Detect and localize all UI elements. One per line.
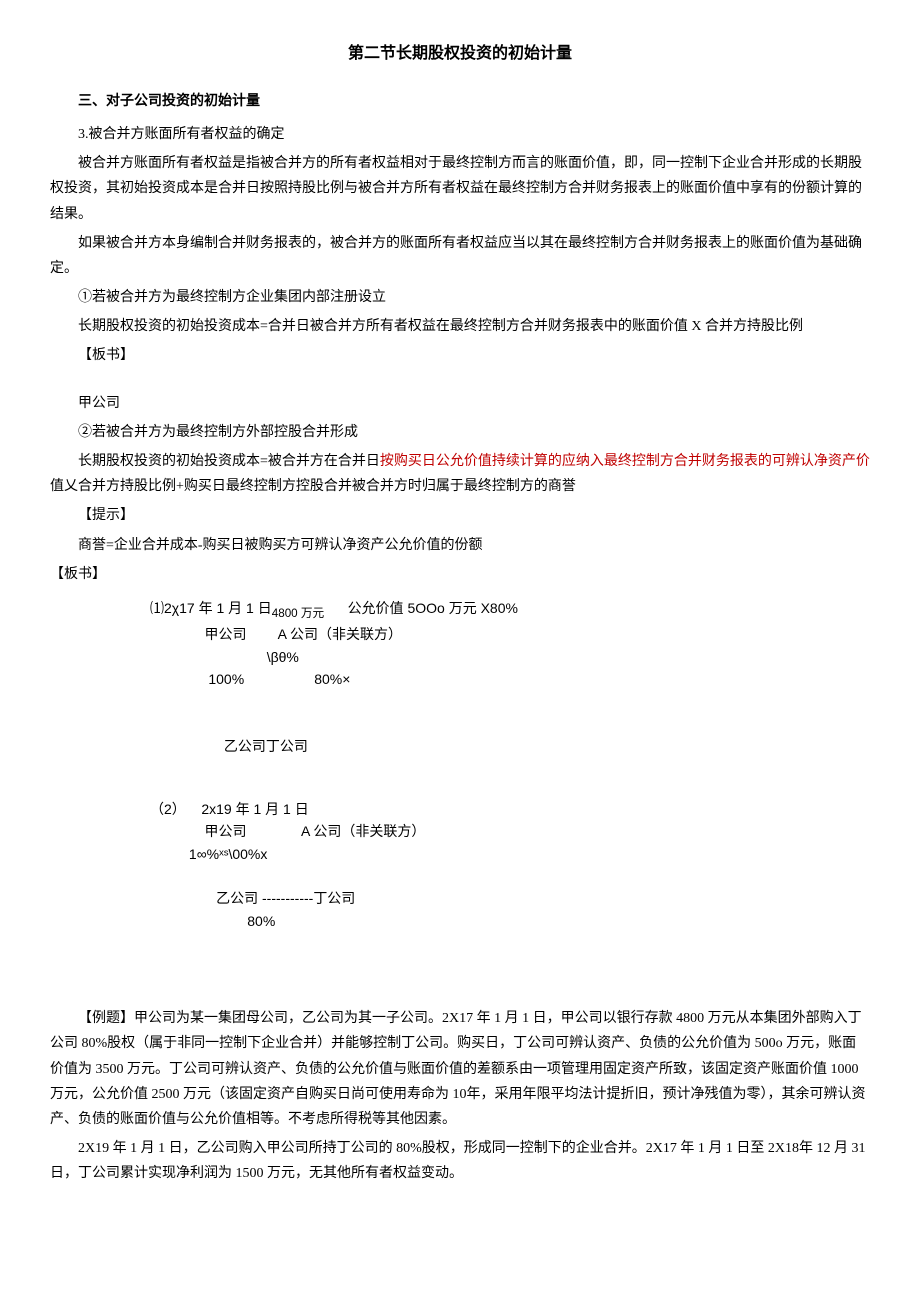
d2-row1: （2） 2x19 年 1 月 1 日 — [150, 798, 870, 820]
spacer — [50, 373, 870, 387]
paragraph-2: 如果被合并方本身编制合并财务报表的，被合并方的账面所有者权益应当以其在最终控制方… — [50, 231, 870, 281]
example-paragraph-1: 【例题】甲公司为某一集团母公司，乙公司为其一子公司。2X17 年 1 月 1 日… — [50, 1006, 870, 1132]
d2-row4: 乙公司 -----------丁公司 — [150, 887, 870, 909]
page-title: 第二节长期股权投资的初始计量 — [50, 40, 870, 69]
board-tag-2: 【板书】 — [50, 562, 870, 587]
paragraph-6: ②若被合并方为最终控制方外部控股合并形成 — [50, 420, 870, 445]
example-label: 【例题】 — [78, 1011, 134, 1026]
paragraph-4: 长期股权投资的初始投资成本=合并日被合并方所有者权益在最终控制方合并财务报表中的… — [50, 314, 870, 339]
paragraph-7: 长期股权投资的初始投资成本=被合并方在合并日按购买日公允价值持续计算的应纳入最终… — [50, 449, 870, 499]
d1-80x: 80%× — [314, 671, 350, 687]
d1-fair: 公允价值 5OOo 万元 X80% — [348, 600, 518, 616]
paragraph-8: 商誉=企业合并成本-购买日被购买方可辨认净资产公允价值的份额 — [50, 533, 870, 558]
d1-row2: 甲公司 A 公司（非关联方） — [150, 623, 870, 645]
d2-row2: 甲公司 A 公司（非关联方） — [150, 820, 870, 842]
d1-row1: ⑴2χ17 年 1 月 1 日4800 万元 公允价值 5OOo 万元 X80% — [150, 597, 870, 623]
d1-jia: 甲公司 — [204, 626, 246, 642]
d2-mid: 1∞%ˣˢ\00%x — [189, 846, 267, 862]
d2-label: （2） 2x19 年 1 月 1 日 — [150, 801, 309, 817]
d2-dashes: ----------- — [262, 890, 313, 906]
paragraph-5: 甲公司 — [50, 391, 870, 416]
d1-spacer2 — [150, 713, 870, 735]
diagram-1: ⑴2χ17 年 1 月 1 日4800 万元 公允价值 5OOo 万元 X80%… — [150, 597, 870, 758]
d2-row3: 1∞%ˣˢ\00%x — [150, 843, 870, 865]
d1-row5: 乙公司丁公司 — [150, 735, 870, 757]
d2-jia: 甲公司 — [204, 823, 246, 839]
d1-bottom: 乙公司丁公司 — [224, 738, 308, 754]
d2-a-co: A 公司（非关联方） — [301, 823, 425, 839]
example-p1-text: 甲公司为某一集团母公司，乙公司为其一子公司。2X17 年 1 月 1 日，甲公司… — [50, 1011, 866, 1127]
p7-part-d: 并方持股比例+购买日最终控制方控股合并被合并方时归属于最终控制方的商誉 — [92, 479, 576, 494]
d1-row3: \βθ% — [150, 646, 870, 668]
p7-part-c: 值乂合 — [50, 479, 92, 494]
d1-row4: 100% 80%× — [150, 668, 870, 690]
d2-row5: 80% — [150, 910, 870, 932]
d2-ding: 丁公司 — [313, 890, 355, 906]
board-tag-1: 【板书】 — [50, 343, 870, 368]
d1-label: ⑴2χ17 年 1 月 1 日 — [150, 600, 272, 616]
tip-tag: 【提示】 — [50, 503, 870, 528]
d1-amount: 4800 万元 — [272, 607, 324, 620]
d2-yi: 乙公司 — [216, 890, 258, 906]
d1-spacer — [150, 691, 870, 713]
d2-80: 80% — [247, 913, 275, 929]
example-paragraph-2: 2X19 年 1 月 1 日，乙公司购入甲公司所持丁公司的 80%股权，形成同一… — [50, 1136, 870, 1186]
diagram-2: （2） 2x19 年 1 月 1 日 甲公司 A 公司（非关联方） 1∞%ˣˢ\… — [150, 798, 870, 932]
paragraph-3: ①若被合并方为最终控制方企业集团内部注册设立 — [50, 285, 870, 310]
d2-spacer — [150, 865, 870, 887]
section-heading: 三、对子公司投资的初始计量 — [50, 89, 870, 114]
p7-part-a: 长期股权投资的初始投资成本=被合并方在合并日 — [78, 454, 380, 469]
p7-part-b-red: 按购买日公允价值持续计算的应纳入最终控制方合并财务报表的可辨认净资产价 — [380, 454, 870, 469]
paragraph-1: 被合并方账面所有者权益是指被合并方的所有者权益相对于最终控制方而言的账面价值，即… — [50, 151, 870, 227]
d1-a-co: A 公司（非关联方） — [278, 626, 402, 642]
spacer — [50, 942, 870, 1002]
spacer — [50, 768, 870, 788]
item-3-heading: 3.被合并方账面所有者权益的确定 — [50, 122, 870, 147]
d1-100: 100% — [208, 671, 244, 687]
d1-beta: \βθ% — [267, 649, 299, 665]
